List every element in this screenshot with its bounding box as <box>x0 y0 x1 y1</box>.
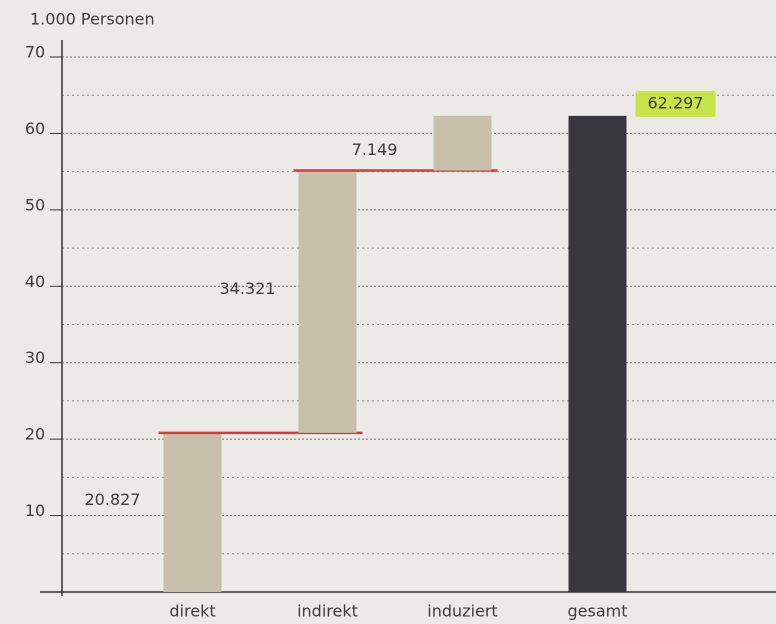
y-tick-label: 10 <box>25 501 45 520</box>
y-tick-label: 30 <box>25 348 45 367</box>
bar <box>433 115 492 171</box>
value-label-highlight <box>635 90 716 117</box>
x-tick-label: direkt <box>169 602 215 621</box>
bar <box>163 432 222 592</box>
x-tick-label: gesamt <box>568 602 628 621</box>
x-tick-label: induziert <box>427 602 497 621</box>
bar <box>298 170 357 433</box>
y-tick-label: 50 <box>25 195 45 214</box>
y-tick-label: 20 <box>25 425 45 444</box>
value-label: 20.827 <box>85 490 141 509</box>
total-bar <box>568 115 627 592</box>
y-tick-label: 60 <box>25 119 45 138</box>
value-label: 62.297 <box>648 93 704 112</box>
value-label: 34.321 <box>220 279 276 298</box>
value-label: 7.149 <box>352 140 398 159</box>
y-tick-label: 70 <box>25 43 45 62</box>
y-tick-label: 40 <box>25 272 45 291</box>
y-axis-label: 1.000 Personen <box>30 10 155 29</box>
x-tick-label: indirekt <box>297 602 358 621</box>
